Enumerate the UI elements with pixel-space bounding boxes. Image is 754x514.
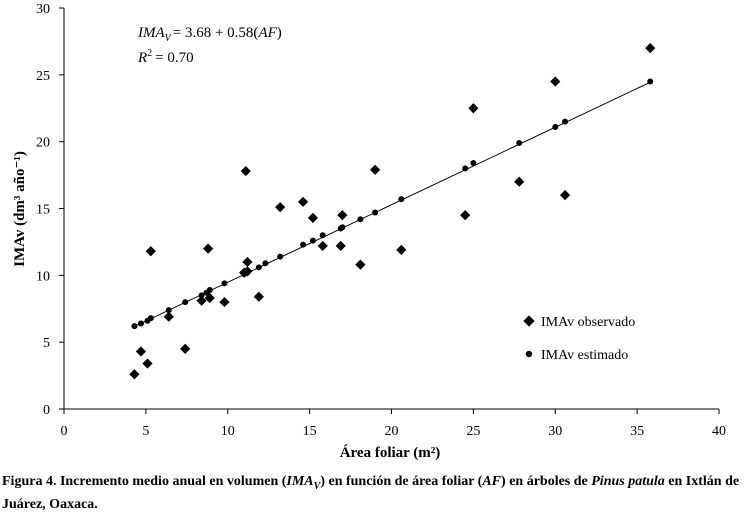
equation-lhs: IMA <box>137 25 165 41</box>
equation-var: AF <box>257 25 277 41</box>
observed-point <box>142 358 153 369</box>
observed-point <box>514 176 525 187</box>
observed-point <box>559 190 571 201</box>
observed-point <box>370 164 381 175</box>
equation-rhs: = 3.68 + 0.58( <box>173 25 259 41</box>
estimated-point <box>262 260 269 267</box>
x-tick-label: 0 <box>61 424 68 439</box>
caption-prefix: Figura 4. Incremento medio anual en volu… <box>2 474 287 489</box>
x-axis-title: Área foliar (m²) <box>340 444 441 461</box>
y-tick-label: 10 <box>36 269 50 284</box>
estimated-point <box>198 292 205 299</box>
estimated-points <box>131 78 654 330</box>
observed-point <box>297 196 309 207</box>
observed-point <box>163 311 174 322</box>
observed-point <box>240 165 251 177</box>
estimated-point <box>300 241 307 248</box>
observed-point <box>180 343 191 354</box>
observed-point <box>242 256 253 268</box>
r2-label: R <box>137 50 147 66</box>
estimated-point <box>221 280 228 287</box>
estimated-point <box>372 209 379 216</box>
caption-species: Pinus patula <box>591 474 665 489</box>
observed-point <box>253 291 264 302</box>
observed-point <box>460 210 471 221</box>
legend-estimated-label: IMAv estimado <box>541 348 628 363</box>
x-tick-label: 25 <box>466 424 480 439</box>
figure-caption: Figura 4. Incremento medio anual en volu… <box>2 473 752 514</box>
estimated-point <box>562 118 569 125</box>
caption-ima-sub: V <box>313 480 321 492</box>
estimated-point <box>398 196 405 203</box>
estimated-point <box>182 299 189 306</box>
y-tick-label: 25 <box>36 69 50 84</box>
y-ticks: 0 5 10 15 20 25 30 <box>36 2 64 418</box>
observed-point <box>317 240 328 252</box>
x-tick-label: 20 <box>385 424 399 439</box>
observed-point <box>145 246 156 257</box>
estimated-point <box>309 237 316 244</box>
observed-point <box>135 346 147 357</box>
estimated-point <box>206 287 213 294</box>
caption-mid2: ) en árboles de <box>501 474 592 489</box>
x-tick-label: 5 <box>142 424 149 439</box>
scatter-chart: 0 5 10 15 20 25 30 0 5 10 15 20 25 30 35 40 IMAv (dm³ … <box>12 2 726 461</box>
x-tick-label: 10 <box>221 424 235 439</box>
observed-point <box>275 202 286 213</box>
caption-mid: ) en función de área foliar ( <box>320 474 483 489</box>
estimated-point <box>462 165 469 172</box>
x-tick-label: 35 <box>630 424 644 439</box>
estimated-point <box>647 78 654 85</box>
x-tick-label: 40 <box>712 424 726 439</box>
legend-observed-marker <box>523 315 535 327</box>
x-ticks: 0 5 10 15 20 25 30 35 40 <box>61 409 726 439</box>
observed-point <box>550 76 561 87</box>
y-tick-label: 20 <box>36 136 50 151</box>
regression-equation: IMAV = 3.68 + 0.58(AF) R2 = 0.70 <box>137 25 282 66</box>
caption-af: AF <box>482 474 502 489</box>
estimated-point <box>255 264 262 271</box>
x-tick-label: 30 <box>548 424 562 439</box>
observed-point <box>396 244 407 256</box>
caption-suffix: en Ixtlán de Juárez, Oaxaca. <box>2 474 740 512</box>
estimated-point <box>516 140 523 147</box>
y-tick-label: 0 <box>43 403 50 418</box>
estimated-point <box>277 253 284 260</box>
observed-point <box>203 243 214 254</box>
observed-point <box>307 212 318 223</box>
estimated-point <box>552 123 559 130</box>
observed-point <box>129 369 140 380</box>
r-squared: R2 = 0.70 <box>137 48 194 66</box>
estimated-point <box>339 224 346 231</box>
estimated-point <box>131 323 138 330</box>
estimated-point <box>319 232 326 239</box>
r2-value: = 0.70 <box>155 50 193 66</box>
r2-exp: 2 <box>147 48 152 59</box>
observed-point <box>337 210 348 221</box>
equation-line: IMAV = 3.68 + 0.58(AF) <box>137 25 282 44</box>
equation-lhs-sub: V <box>165 33 173 44</box>
x-tick-label: 15 <box>303 424 317 439</box>
observed-point <box>219 296 230 308</box>
estimated-point <box>357 216 364 223</box>
caption-ima: IMA <box>286 474 314 489</box>
estimated-point <box>137 320 144 327</box>
observed-point <box>196 295 207 306</box>
y-tick-label: 15 <box>36 203 50 218</box>
equation-close: ) <box>277 25 282 41</box>
estimated-point <box>147 315 154 322</box>
observed-point <box>468 103 479 114</box>
estimated-point <box>244 269 251 276</box>
observed-point <box>335 240 346 252</box>
legend-observed-label: IMAv observado <box>541 315 635 330</box>
observed-point <box>645 43 656 54</box>
legend: IMAv observado IMAv estimado <box>523 315 635 363</box>
legend-estimated-marker <box>525 350 533 358</box>
observed-point <box>355 259 366 270</box>
estimated-point <box>470 160 477 167</box>
y-tick-label: 5 <box>43 336 50 351</box>
estimated-point <box>165 307 172 314</box>
y-tick-label: 30 <box>36 2 50 17</box>
y-axis-title: IMAv (dm³ año⁻¹) <box>12 151 28 267</box>
